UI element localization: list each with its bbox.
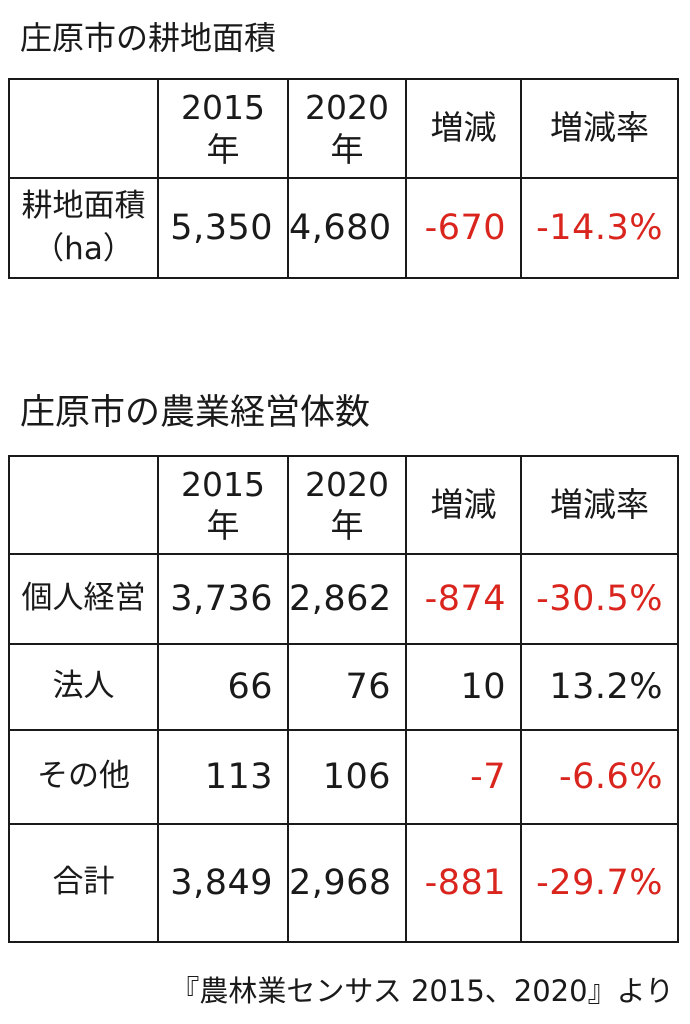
value-change-rate: -6.6% [520,729,679,825]
value-change: -881 [405,823,522,943]
col-header-2020-year: 2020 [305,464,389,504]
value-change: -7 [405,729,522,825]
farmland-area-table: 2015 年 2020 年 増減 増減率 耕地面積 （ha） 5,350 4,6… [8,78,679,279]
col-header-2020-unit: 年 [330,129,364,169]
row-label: 合計 [8,823,159,943]
col-header-change-rate: 増減率 [520,78,679,179]
col-header-2020: 2020 年 [287,455,407,555]
value-change-rate: -29.7% [520,823,679,943]
farm-operators-table: 2015 年 2020 年 増減 増減率 個人経営 3,736 2,862 -8… [8,455,679,943]
table-row: その他 113 106 -7 -6.6% [8,729,679,825]
col-header-blank [8,455,159,555]
col-header-2015-unit: 年 [206,506,240,545]
col-header-change: 増減 [405,78,522,179]
col-header-2015-year: 2015 [181,88,265,128]
table-row: 耕地面積 （ha） 5,350 4,680 -670 -14.3% [8,177,679,279]
source-note: 『農林業センサス 2015、2020』より [170,974,674,1008]
value-change-rate: -14.3% [520,177,679,279]
col-header-blank [8,78,159,179]
value-change: -874 [405,553,522,645]
table-row-total: 合計 3,849 2,968 -881 -29.7% [8,823,679,943]
table-row: 法人 66 76 10 13.2% [8,643,679,731]
col-header-2020-unit: 年 [330,506,364,545]
row-label-line2: （ha） [33,231,134,267]
col-header-2020-year: 2020 [305,88,389,128]
row-label-line1: 耕地面積 [21,187,146,224]
value-2020: 2,968 [287,823,407,943]
value-2020: 4,680 [287,177,407,279]
col-header-2015-unit: 年 [206,129,240,169]
table-header-row: 2015 年 2020 年 増減 増減率 [8,455,679,555]
col-header-change-rate: 増減率 [520,455,679,555]
value-change-rate: 13.2% [520,643,679,731]
value-2020: 76 [287,643,407,731]
row-label: 個人経営 [8,553,159,645]
value-change: 10 [405,643,522,731]
col-header-change: 増減 [405,455,522,555]
farmland-area-title: 庄原市の耕地面積 [20,19,277,57]
col-header-2015-year: 2015 [181,464,265,504]
row-label: 法人 [8,643,159,731]
value-2015: 113 [157,729,289,825]
table-header-row: 2015 年 2020 年 増減 増減率 [8,78,679,179]
farm-operators-title: 庄原市の農業経営体数 [20,393,371,433]
table-row: 個人経営 3,736 2,862 -874 -30.5% [8,553,679,645]
value-2020: 2,862 [287,553,407,645]
value-2015: 5,350 [157,177,289,279]
value-2015: 3,736 [157,553,289,645]
row-label: 耕地面積 （ha） [8,177,159,279]
col-header-2015: 2015 年 [157,455,289,555]
value-2015: 66 [157,643,289,731]
col-header-2015: 2015 年 [157,78,289,179]
row-label: その他 [8,729,159,825]
value-2020: 106 [287,729,407,825]
value-change: -670 [405,177,522,279]
col-header-2020: 2020 年 [287,78,407,179]
value-2015: 3,849 [157,823,289,943]
value-change-rate: -30.5% [520,553,679,645]
